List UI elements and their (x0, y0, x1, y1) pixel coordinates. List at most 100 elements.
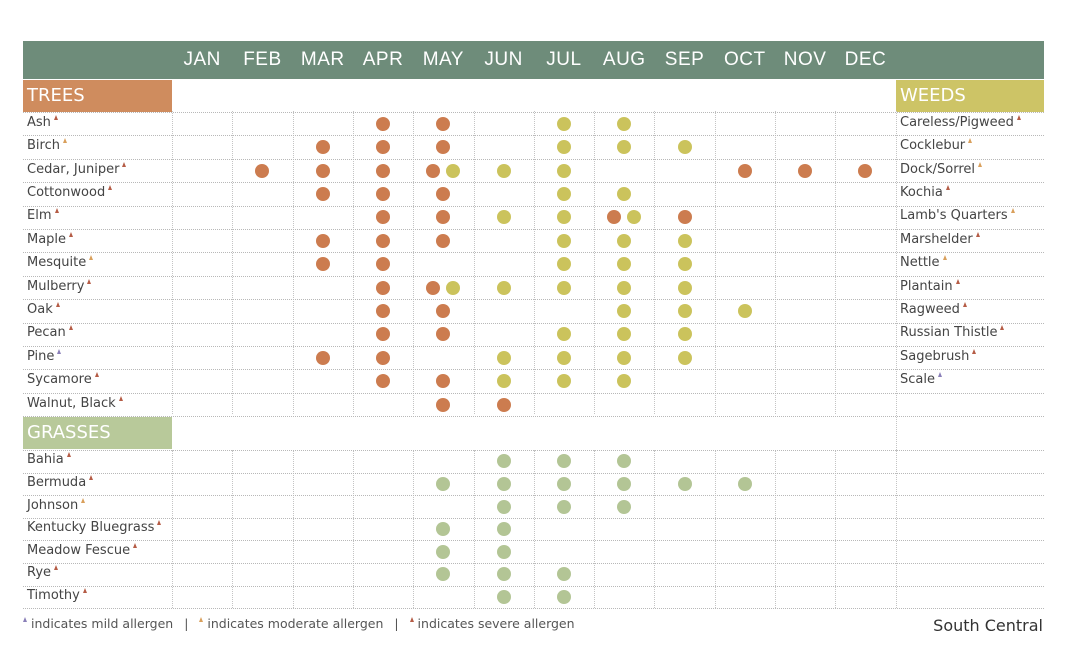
grass-row-label: Kentucky Bluegrass (27, 520, 162, 536)
grid-hline (23, 299, 1044, 301)
grid-vline (594, 450, 596, 608)
pollen-dot (556, 374, 571, 389)
pollen-dot (556, 567, 571, 582)
pollen-dot (496, 350, 511, 365)
pollen-dot (426, 163, 441, 178)
mild-triangle-icon (57, 348, 62, 354)
weed-row-label: Marshelder (900, 231, 980, 247)
tree-row-label-text: Sycamore (27, 372, 92, 388)
pollen-dot (496, 476, 511, 491)
pollen-dot (315, 140, 330, 155)
grid-hline (23, 275, 1044, 277)
pollen-dot (556, 476, 571, 491)
grid-vline (172, 111, 173, 414)
pollen-dot (677, 210, 692, 225)
tree-row-label: Oak (27, 301, 60, 317)
grid-vline (896, 111, 897, 608)
weed-row-label: Ragweed (900, 301, 967, 317)
grass-row-label-text: Bermuda (27, 474, 87, 490)
pollen-dot (617, 280, 632, 295)
weed-row-label-text: Russian Thistle (900, 325, 998, 341)
weed-row-label-text: Dock/Sorrel (900, 161, 976, 177)
grid-vline (292, 111, 294, 414)
grass-row-label-text: Bahia (27, 452, 64, 468)
grid-vline (232, 111, 234, 414)
pollen-dot (627, 210, 642, 225)
severe-triangle-icon (54, 208, 59, 214)
pollen-dot (496, 589, 511, 604)
grid-vline (533, 450, 535, 608)
severe-triangle-icon (108, 184, 113, 190)
grid-hline (23, 563, 1044, 564)
pollen-dot (677, 257, 692, 272)
month-label: MAR (300, 49, 345, 70)
tree-row-label-text: Elm (27, 208, 52, 224)
pollen-dot (617, 454, 632, 469)
severe-triangle-icon (54, 565, 59, 571)
tree-row-label: Mulberry (27, 278, 92, 294)
pollen-dot (436, 522, 451, 537)
moderate-triangle-icon (199, 617, 204, 622)
grass-row-label-text: Johnson (27, 497, 79, 513)
grid-vline (594, 111, 596, 414)
pollen-dot (376, 350, 391, 365)
pollen-dot (376, 327, 391, 342)
grass-row-label-text: Kentucky Bluegrass (27, 520, 155, 536)
severe-triangle-icon (962, 301, 967, 307)
grid-hline (23, 472, 1044, 474)
weed-row-label: Lamb's Quarters (900, 208, 1015, 223)
pollen-dot (617, 327, 632, 342)
grid-vline (533, 111, 535, 414)
grass-row-label: Meadow Fescue (27, 542, 138, 558)
pollen-dot (376, 374, 391, 389)
weed-row-label-text: Kochia (900, 184, 943, 200)
grid-hline (23, 205, 1044, 207)
pollen-dot (376, 233, 391, 248)
pollen-dot (315, 257, 330, 272)
pollen-dot (315, 350, 330, 365)
severe-triangle-icon (975, 231, 980, 237)
pollen-dot (376, 163, 391, 178)
grass-row-label: Johnson (27, 497, 86, 513)
grass-row-label: Bermuda (27, 474, 94, 490)
section-trees-label: TREES (23, 80, 172, 112)
pollen-dot (315, 186, 330, 201)
month-label: NOV (783, 49, 827, 70)
pollen-dot (436, 374, 451, 389)
pollen-dot (436, 116, 451, 131)
grid-vline (413, 111, 415, 414)
tree-row-label: Sycamore (27, 372, 99, 387)
pollen-dot (436, 397, 451, 412)
grid-hline (23, 450, 1044, 451)
tree-row-label-text: Cottonwood (27, 184, 106, 200)
weed-row-label: Dock/Sorrel (900, 161, 983, 177)
pollen-dot (617, 140, 632, 155)
grid-vline (775, 450, 776, 608)
pollen-dot (496, 397, 511, 412)
mild-triangle-icon (937, 372, 942, 378)
pollen-dot (677, 280, 692, 295)
grid-vline (292, 450, 294, 608)
pollen-dot (556, 327, 571, 342)
region-label: South Central (933, 616, 1043, 635)
tree-row-label-text: Oak (27, 301, 53, 317)
pollen-dot (617, 233, 632, 248)
severe-triangle-icon (87, 278, 92, 284)
grid-vline (473, 111, 475, 414)
severe-triangle-icon (53, 114, 58, 120)
grid-hline (23, 608, 1044, 610)
severe-triangle-icon (945, 184, 950, 190)
weed-row-label: Russian Thistle (900, 325, 1005, 341)
severe-triangle-icon (66, 452, 71, 458)
pollen-dot (446, 163, 461, 178)
tree-row-label-text: Cedar, Juniper (27, 161, 120, 177)
pollen-dot (426, 280, 441, 295)
pollen-dot (677, 476, 692, 491)
weed-row-label-text: Sagebrush (900, 348, 970, 364)
severe-triangle-icon (68, 325, 73, 331)
grid-hline (23, 495, 1044, 497)
tree-row-label: Walnut, Black (27, 395, 123, 411)
pollen-dot (496, 163, 511, 178)
grid-hline (23, 182, 1044, 184)
pollen-dot (376, 303, 391, 318)
